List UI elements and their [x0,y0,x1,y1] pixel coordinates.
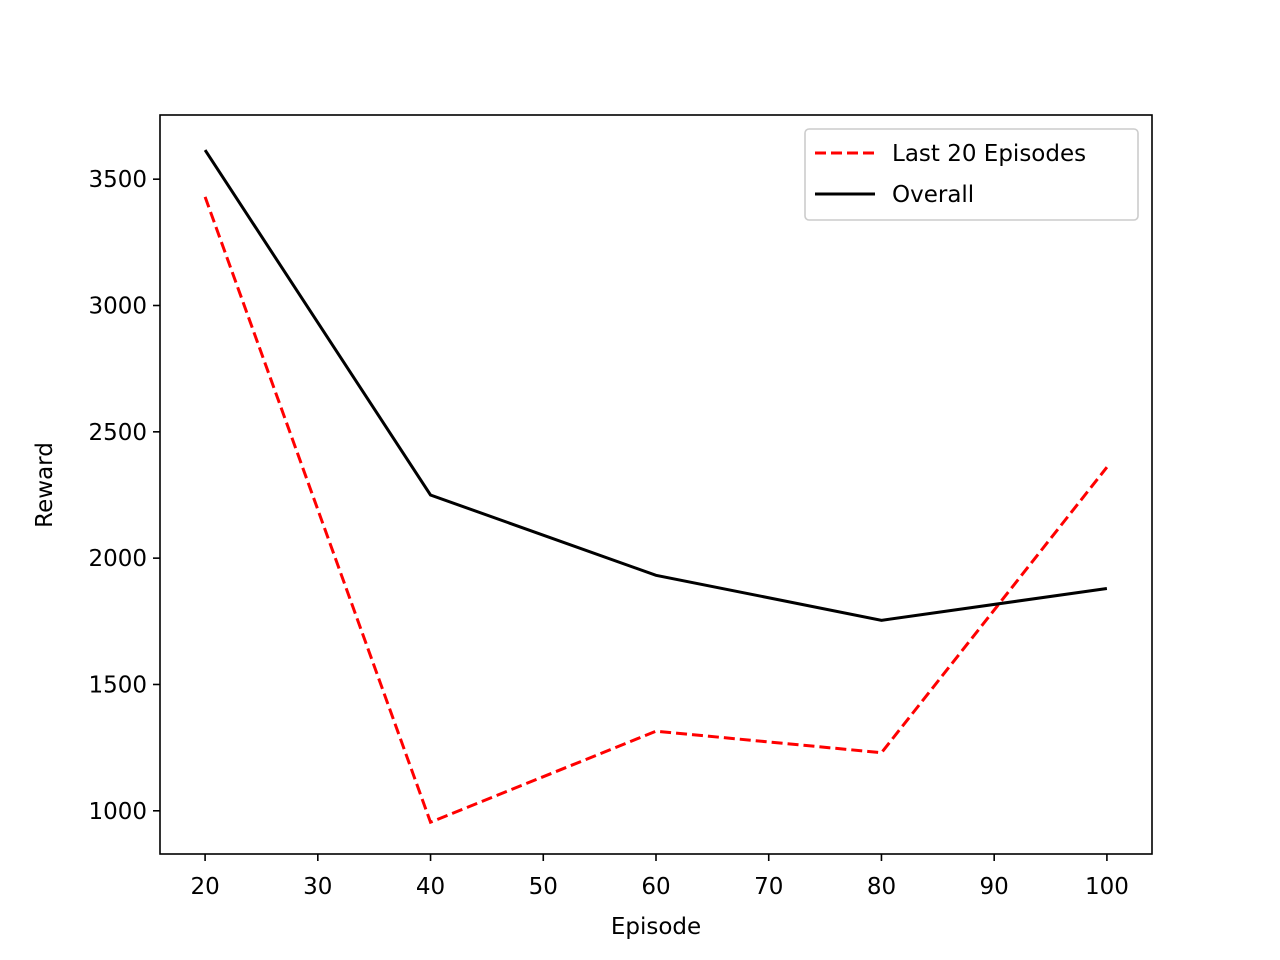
plot-lines [203,149,1109,825]
y-tick-label: 1000 [88,799,147,825]
x-axis-label: Episode [611,914,701,940]
legend-label-overall: Overall [892,182,974,208]
x-tick-label: 80 [867,874,896,900]
y-axis-label: Reward [32,442,58,528]
series-line-overall [203,149,1108,622]
x-tick-label: 60 [641,874,670,900]
x-tick-label: 30 [303,874,332,900]
legend-box [804,128,1139,221]
series-line-last-20-episodes [203,196,1109,825]
y-tick-label: 3000 [88,293,147,319]
x-tick-label: 90 [980,874,1009,900]
y-axis-ticks: 1000 1500 2000 2500 3000 3500 [88,167,160,825]
legend: Last 20 Episodes Overall [804,128,1139,221]
x-tick-label: 100 [1085,874,1129,900]
x-tick-label: 50 [529,874,558,900]
x-tick-label: 70 [754,874,783,900]
y-tick-label: 2000 [88,546,147,572]
x-tick-label: 40 [416,874,445,900]
x-tick-label: 20 [190,874,219,900]
legend-label-last-20-episodes: Last 20 Episodes [892,141,1086,167]
x-axis-ticks: 20 30 40 50 60 70 80 90 100 [190,854,1129,900]
y-tick-label: 2500 [88,420,147,446]
y-tick-label: 3500 [88,167,147,193]
y-tick-label: 1500 [88,672,147,698]
